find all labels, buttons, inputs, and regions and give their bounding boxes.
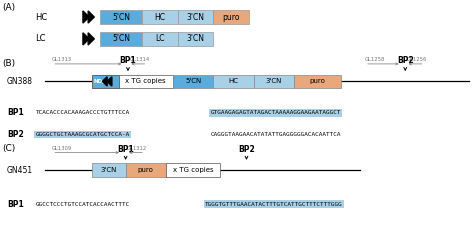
Polygon shape <box>88 33 94 45</box>
Bar <box>100 10 142 24</box>
Text: TCACACCCACAAAGACCCTGTTTCCA: TCACACCCACAAAGACCCTGTTTCCA <box>36 111 130 115</box>
Text: puro: puro <box>222 12 240 22</box>
Bar <box>92 164 126 177</box>
Text: BP1: BP1 <box>119 56 137 65</box>
Text: (C): (C) <box>2 144 16 153</box>
Bar <box>178 32 213 46</box>
Text: 5'CN: 5'CN <box>185 78 201 84</box>
Text: 3'CN: 3'CN <box>187 12 204 22</box>
Text: (B): (B) <box>2 59 16 68</box>
Text: 3'CN: 3'CN <box>265 78 282 84</box>
Text: GN451: GN451 <box>7 165 33 175</box>
Text: BP2: BP2 <box>238 145 255 154</box>
Text: GL1312: GL1312 <box>127 146 147 151</box>
Bar <box>294 75 341 88</box>
Bar <box>142 32 178 46</box>
Text: (A): (A) <box>2 3 16 12</box>
Text: HC: HC <box>155 12 165 22</box>
Bar <box>254 75 294 88</box>
Text: HC: HC <box>228 78 238 84</box>
Text: 3'CN: 3'CN <box>101 167 117 173</box>
Text: HC: HC <box>36 12 48 22</box>
Text: BP1: BP1 <box>7 108 24 118</box>
Bar <box>173 75 213 88</box>
Bar <box>213 10 249 24</box>
Text: BP1: BP1 <box>7 200 24 209</box>
Text: BP1: BP1 <box>117 145 134 154</box>
Text: GGGGCTGCTAAAGCGCATGCTCCA-A: GGGGCTGCTAAAGCGCATGCTCCA-A <box>36 132 130 137</box>
Polygon shape <box>107 77 112 86</box>
Text: ND,S: ND,S <box>94 79 109 84</box>
Text: LC: LC <box>36 34 46 43</box>
Polygon shape <box>88 11 94 23</box>
Text: GL1256: GL1256 <box>407 57 427 62</box>
Polygon shape <box>83 33 89 45</box>
Text: GGCCTCCCTGTCCATCACCAACTTTC: GGCCTCCCTGTCCATCACCAACTTTC <box>36 202 130 207</box>
Text: GN388: GN388 <box>7 77 33 86</box>
Text: CAGGGTAAGAACATATATTGAGGGGGACACAATTCA: CAGGGTAAGAACATATATTGAGGGGGACACAATTCA <box>210 132 341 137</box>
Text: GL1314: GL1314 <box>129 57 150 62</box>
Polygon shape <box>83 11 89 23</box>
Text: 3'CN: 3'CN <box>187 34 204 43</box>
Text: 5'CN: 5'CN <box>112 34 130 43</box>
Text: TGGGTGTTTGAACATACTTTGTCATTGCTTTCTTTGGG: TGGGTGTTTGAACATACTTTGTCATTGCTTTCTTTGGG <box>205 202 343 207</box>
Text: GL1309: GL1309 <box>52 146 73 151</box>
Bar <box>92 75 118 88</box>
Bar <box>178 10 213 24</box>
Bar <box>118 75 173 88</box>
Text: puro: puro <box>310 78 326 84</box>
Bar <box>126 164 166 177</box>
Bar <box>100 32 142 46</box>
Polygon shape <box>102 77 107 86</box>
Text: GL1258: GL1258 <box>365 57 385 62</box>
Text: puro: puro <box>138 167 154 173</box>
Bar <box>213 75 254 88</box>
Text: 5'CN: 5'CN <box>112 12 130 22</box>
Text: BP2: BP2 <box>397 56 414 65</box>
Text: GTGAAGAGAGTATAGACTAAAAAGGAAGAATAGGCT: GTGAAGAGAGTATAGACTAAAAAGGAAGAATAGGCT <box>210 111 341 115</box>
Bar <box>142 10 178 24</box>
Text: x TG copies: x TG copies <box>126 78 166 84</box>
Text: GL1313: GL1313 <box>52 57 72 62</box>
Bar <box>166 164 220 177</box>
Text: x TG copies: x TG copies <box>173 167 213 173</box>
Text: BP2: BP2 <box>7 130 24 139</box>
Text: LC: LC <box>155 34 165 43</box>
